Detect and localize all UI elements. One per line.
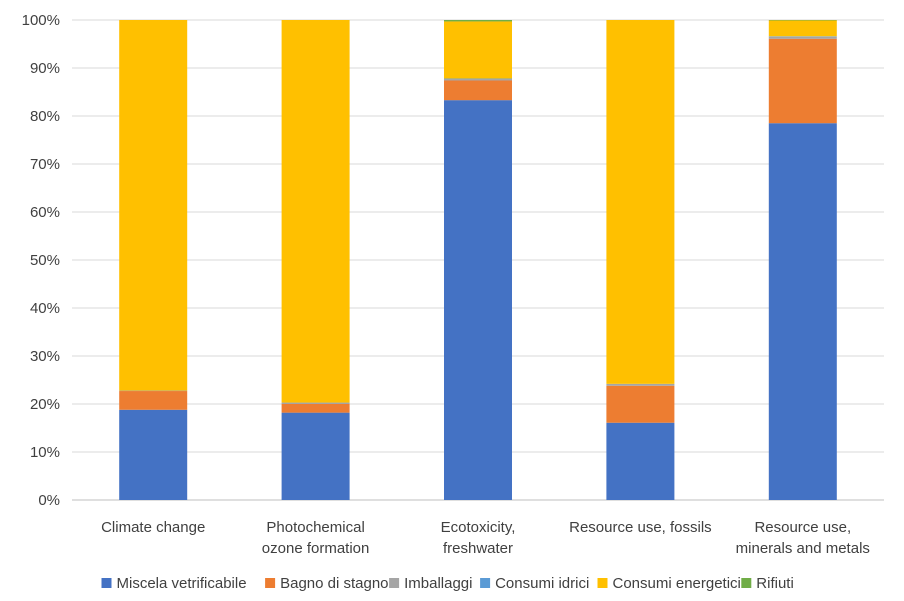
x-tick-label: Climate change (101, 519, 205, 536)
x-tick-label: Photochemical (266, 519, 364, 536)
x-tick-label: ozone formation (262, 540, 370, 557)
bar-segment (119, 391, 188, 410)
y-tick-label: 40% (30, 300, 60, 317)
y-tick-label: 60% (30, 204, 60, 221)
axes: 0% 10% 20% 30% 40% 50% 60% 70% 80% 90% 100% Climate… (22, 12, 870, 557)
bars (119, 20, 837, 500)
bar-segment (606, 422, 675, 500)
bar-segment (606, 383, 675, 386)
y-tick-label: 50% (30, 252, 60, 269)
legend-swatch (389, 578, 400, 588)
y-tick-label: 10% (30, 444, 60, 461)
bar-segment (768, 123, 837, 500)
bar-segment (444, 100, 512, 500)
bar-segment (444, 21, 512, 79)
legend-entry: Consumi idrici (495, 575, 589, 592)
bar-segment (768, 38, 837, 124)
y-tick-label: 100% (22, 12, 60, 29)
x-tick-label: minerals and metals (736, 540, 870, 557)
legend: Miscela vetrificabile Bagno di stagno Imba… (101, 575, 794, 592)
legend-swatch (265, 578, 276, 588)
bar-segment (281, 20, 350, 403)
legend-entry: Consumi energetici (613, 575, 741, 592)
legend-entry: Rifiuti (756, 575, 794, 592)
x-tick-label: Ecotoxicity, (441, 519, 516, 536)
y-tick-label: 20% (30, 396, 60, 413)
bar-segment (444, 79, 512, 81)
y-tick-label: 70% (30, 156, 60, 173)
x-tick-label: Resource use, fossils (569, 519, 712, 536)
bar-segment (606, 20, 675, 384)
legend-swatch (480, 578, 491, 588)
x-tick-label: Resource use, (754, 519, 851, 536)
bar-segment (444, 80, 512, 101)
x-tick-label: freshwater (443, 540, 513, 557)
bar-segment (281, 412, 350, 500)
legend-entry: Miscela vetrificabile (117, 575, 247, 592)
bar-segment (768, 20, 837, 37)
bar-segment (281, 402, 350, 404)
bar-segment (444, 20, 512, 22)
legend-swatch (741, 578, 752, 588)
bar-segment (281, 404, 350, 413)
y-tick-label: 80% (30, 108, 60, 125)
y-tick-label: 90% (30, 60, 60, 77)
bar-segment (768, 36, 837, 39)
y-tick-label: 30% (30, 348, 60, 365)
y-tick-label: 0% (38, 492, 60, 509)
legend-swatch (101, 578, 112, 588)
legend-swatch (597, 578, 608, 588)
bar-segment (119, 409, 188, 500)
bar-segment (606, 385, 675, 423)
legend-entry: Imballaggi (404, 575, 472, 592)
bar-segment (119, 20, 188, 391)
legend-entry: Bagno di stagno (280, 575, 388, 592)
